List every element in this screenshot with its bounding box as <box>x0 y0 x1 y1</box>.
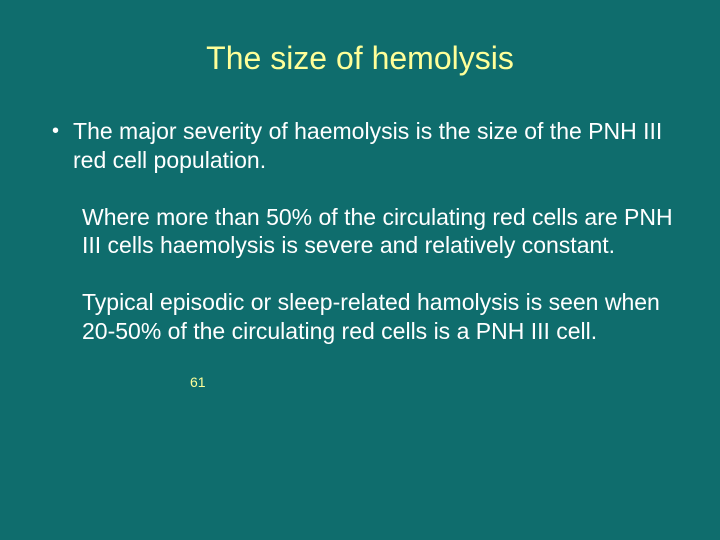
paragraph-1: Where more than 50% of the circulating r… <box>52 203 680 261</box>
page-number: 61 <box>40 374 680 390</box>
bullet-marker: • <box>52 117 59 145</box>
slide-title: The size of hemolysis <box>40 40 680 77</box>
bullet-item: • The major severity of haemolysis is th… <box>52 117 680 175</box>
bullet-text: The major severity of haemolysis is the … <box>73 117 680 175</box>
paragraph-2: Typical episodic or sleep-related hamoly… <box>52 288 680 346</box>
slide-body: • The major severity of haemolysis is th… <box>40 117 680 346</box>
